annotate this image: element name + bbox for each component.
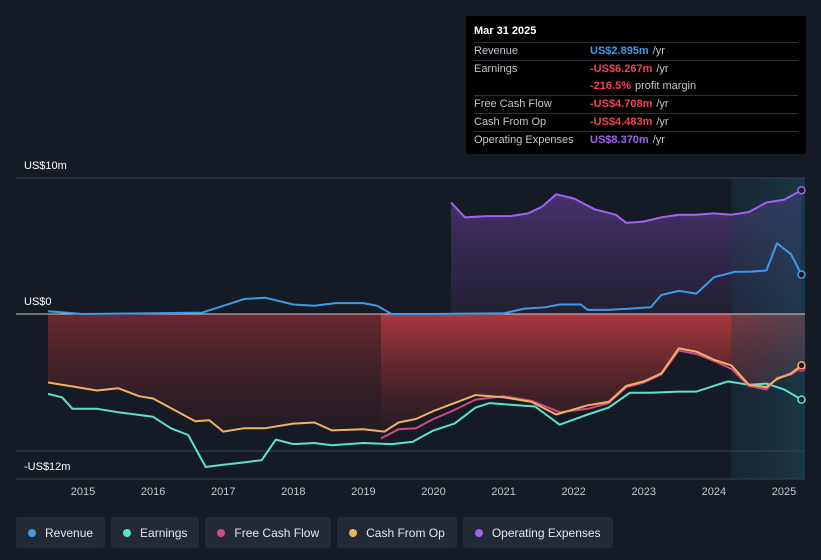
legend-label: Operating Expenses (491, 525, 601, 540)
tooltip-row: Free Cash Flow -US$4.708m/yr (474, 95, 798, 113)
tooltip-row-value: US$8.370m (590, 134, 649, 146)
chart-area: US$10m US$0 -US$12m 2015 2016 2017 2018 2019 202… (16, 160, 806, 498)
legend-item-operating-expenses[interactable]: Operating Expenses (462, 517, 613, 548)
x-tick-label: 2021 (491, 486, 515, 498)
legend-label: Free Cash Flow (234, 525, 320, 540)
tooltip-row-value: US$2.895m (590, 45, 649, 57)
tooltip-row: Cash From Op -US$4.483m/yr (474, 113, 798, 131)
negative-area-early (48, 314, 381, 432)
x-tick-label: 2024 (702, 486, 726, 498)
x-tick-label: 2020 (421, 486, 445, 498)
tooltip-row-unit: /yr (656, 98, 669, 110)
x-tick-label: 2016 (141, 486, 165, 498)
legend-label: Cash From Op (366, 525, 445, 540)
tooltip-row-label: Earnings (474, 63, 518, 75)
series-end-point[interactable] (797, 395, 806, 404)
tooltip-row-label (474, 78, 590, 95)
y-axis-label: -US$12m (24, 461, 70, 473)
tooltip-row-unit: /yr (652, 134, 665, 146)
tooltip-row-value: -216.5% (590, 80, 631, 92)
series-end-point[interactable] (797, 185, 806, 195)
legend-dot-icon (28, 528, 36, 537)
chart-legend: Revenue Earnings Free Cash Flow Cash From O… (16, 517, 613, 548)
legend-dot-icon (349, 528, 358, 537)
legend-item-cash-from-op[interactable]: Cash From Op (337, 517, 457, 548)
data-tooltip: Mar 31 2025 Revenue US$2.895m/yr Earnings -… (466, 16, 806, 154)
x-tick-label: 2025 (772, 486, 796, 498)
x-tick-label: 2022 (561, 486, 585, 498)
x-tick-label: 2017 (211, 486, 235, 498)
x-tick-label: 2015 (71, 486, 95, 498)
legend-item-revenue[interactable]: Revenue (16, 517, 106, 548)
y-axis-label: US$0 (24, 296, 52, 308)
series-line-revenue (47, 242, 803, 315)
x-tick-label: 2018 (281, 486, 305, 498)
series-line-earnings (47, 380, 803, 468)
legend-item-free-cash-flow[interactable]: Free Cash Flow (205, 517, 332, 548)
tooltip-row-value: -US$6.267m (590, 63, 653, 75)
tooltip-row-label: Free Cash Flow (474, 98, 552, 110)
tooltip-row: Revenue US$2.895m/yr (474, 42, 798, 60)
tooltip-date: Mar 31 2025 (474, 25, 537, 37)
series-end-point[interactable] (797, 361, 806, 370)
tooltip-row-unit: profit margin (634, 80, 697, 92)
legend-label: Earnings (140, 525, 188, 540)
x-tick-label: 2023 (632, 486, 656, 498)
tooltip-row-value: -US$4.483m (590, 116, 653, 128)
tooltip-row: -216.5% profit margin (474, 78, 798, 95)
tooltip-row: Operating Expenses US$8.370m/yr (474, 131, 798, 149)
legend-dot-icon (123, 528, 132, 537)
tooltip-row-label: Operating Expenses (474, 134, 574, 146)
tooltip-row-label: Revenue (474, 45, 519, 57)
x-tick-label: 2019 (351, 486, 375, 498)
highlight-region (731, 178, 805, 479)
legend-dot-icon (217, 528, 226, 537)
tooltip-row-unit: /yr (656, 116, 669, 128)
tooltip-row-label: Cash From Op (474, 116, 547, 128)
series-line-cash-from-op (47, 347, 803, 433)
tooltip-row-unit: /yr (656, 63, 669, 75)
tooltip-row-unit: /yr (652, 45, 665, 57)
opex-area (451, 190, 802, 314)
tooltip-row: Earnings -US$6.267m/yr (474, 60, 798, 78)
legend-dot-icon (474, 528, 483, 537)
negative-area-late (380, 314, 805, 432)
series-end-point[interactable] (797, 270, 806, 279)
legend-label: Revenue (45, 525, 94, 540)
tooltip-row-value: -US$4.708m (590, 98, 653, 110)
legend-item-earnings[interactable]: Earnings (111, 517, 200, 548)
series-line-operating-expenses (450, 189, 802, 224)
y-axis-label: US$10m (24, 160, 67, 172)
